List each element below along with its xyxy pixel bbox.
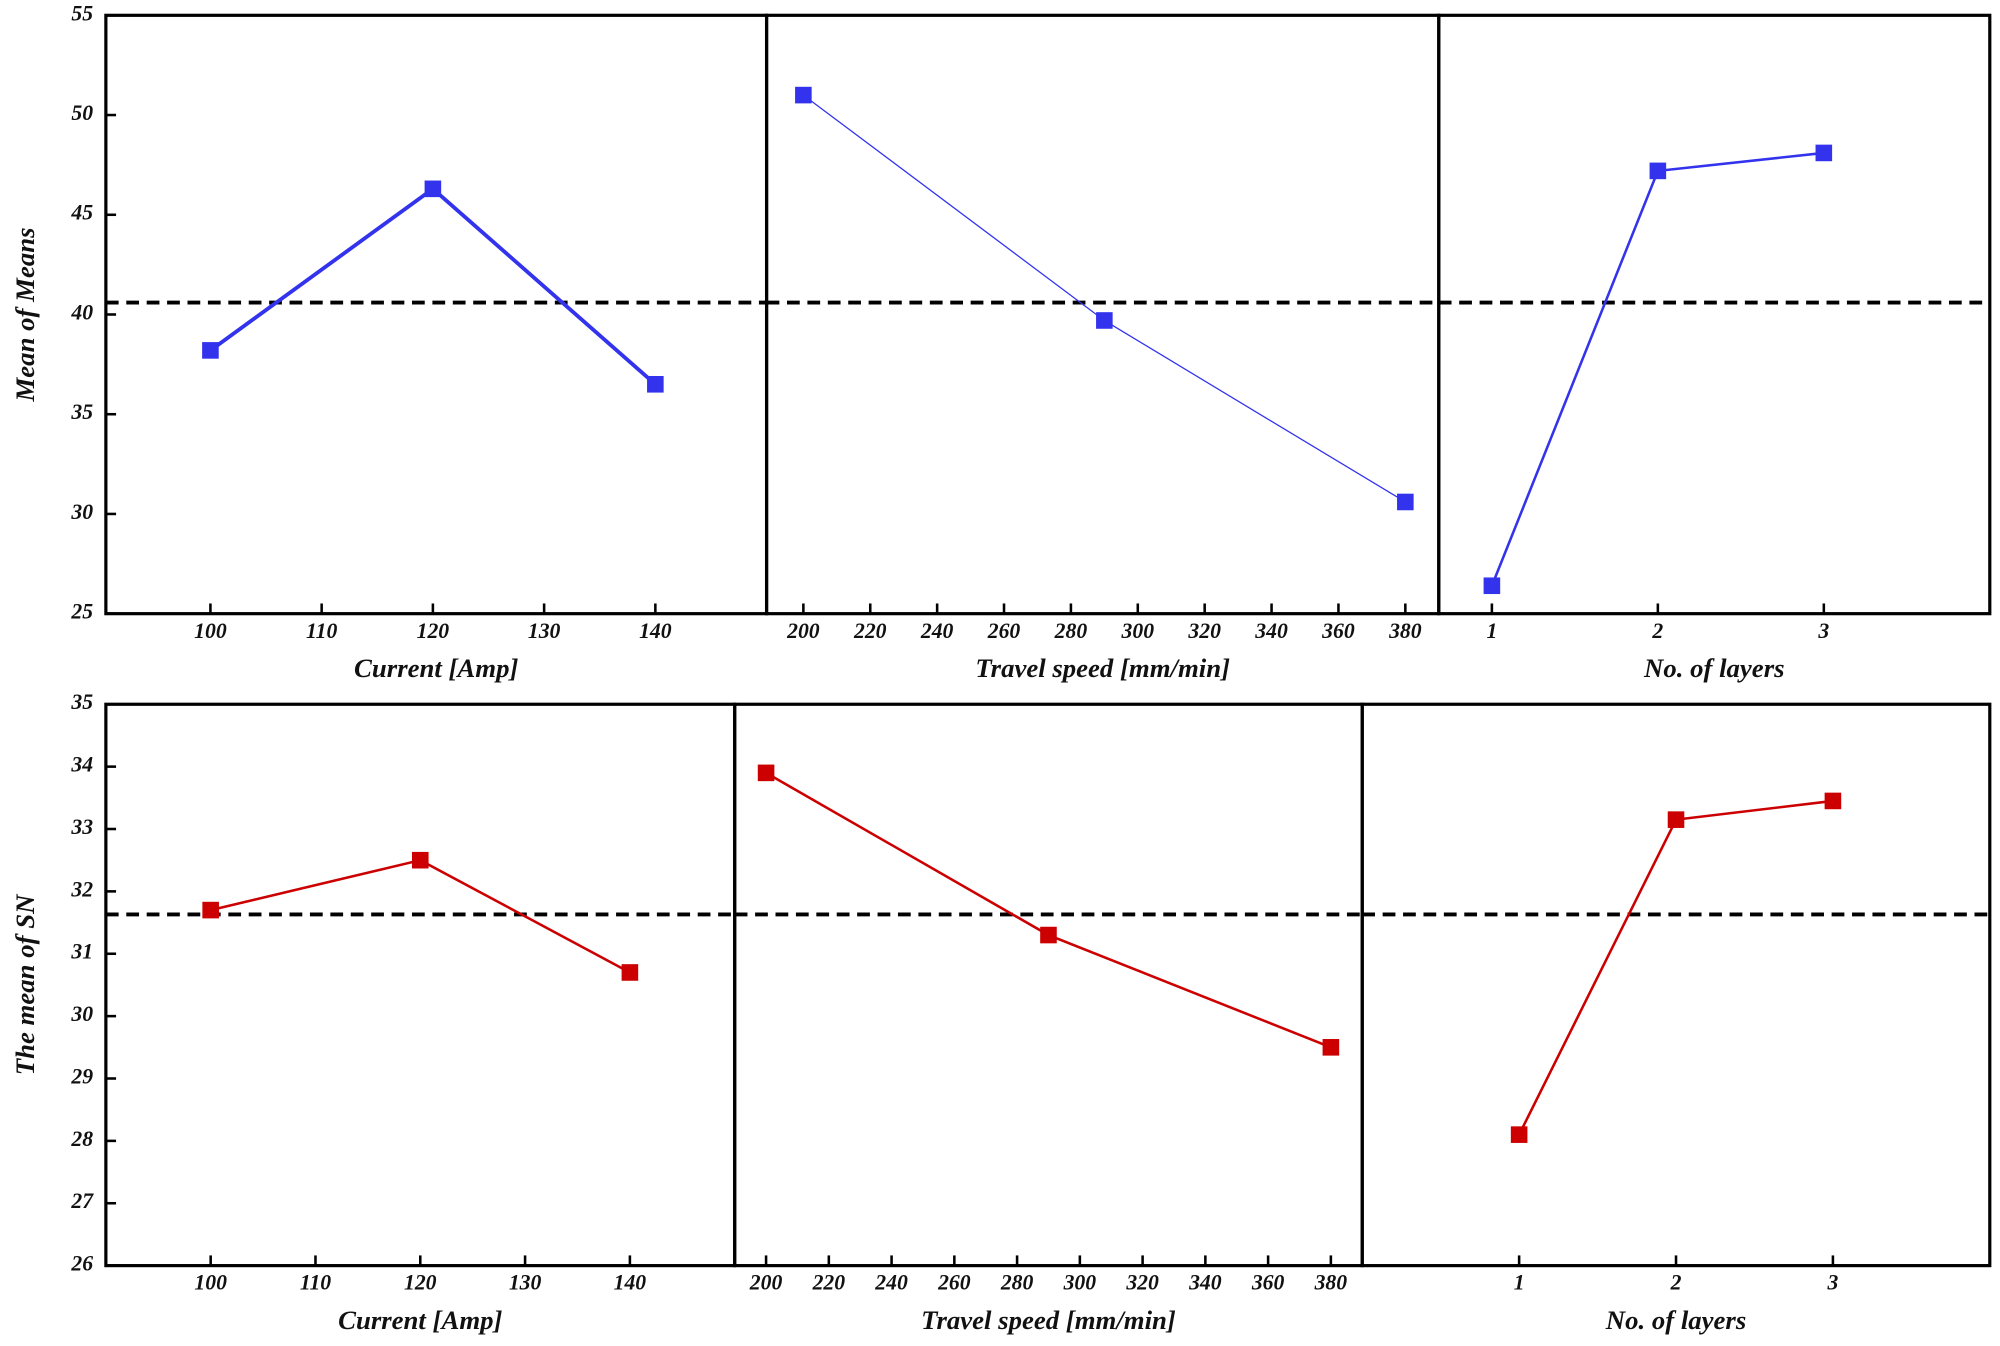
x-tick-label: 130 bbox=[509, 1271, 542, 1295]
panel-frame bbox=[735, 704, 1363, 1265]
marker bbox=[795, 87, 812, 104]
y-tick-label: 31 bbox=[70, 940, 93, 964]
marker bbox=[1511, 1126, 1528, 1143]
y-tick-label: 25 bbox=[70, 600, 93, 624]
x-tick-label: 3 bbox=[1826, 1271, 1838, 1295]
marker bbox=[202, 342, 219, 359]
marker bbox=[202, 902, 219, 919]
marker bbox=[1668, 811, 1685, 828]
x-tick-label: 3 bbox=[1817, 619, 1829, 643]
x-tick-label: 200 bbox=[786, 619, 820, 643]
x-tick-label: 240 bbox=[874, 1271, 908, 1295]
x-tick-label: 120 bbox=[417, 619, 450, 643]
x-tick-label: 1 bbox=[1514, 1271, 1525, 1295]
y-tick-label: 30 bbox=[70, 1002, 93, 1026]
panel-frame bbox=[1362, 704, 1990, 1265]
x-tick-label: 300 bbox=[1121, 619, 1155, 643]
x-tick-label: 320 bbox=[1125, 1271, 1159, 1295]
x-axis-label: Current [Amp] bbox=[354, 653, 518, 683]
x-tick-label: 1 bbox=[1486, 619, 1497, 643]
x-tick-label: 380 bbox=[1314, 1271, 1348, 1295]
x-tick-label: 120 bbox=[404, 1271, 437, 1295]
x-tick-label: 140 bbox=[639, 619, 672, 643]
x-tick-label: 220 bbox=[812, 1271, 846, 1295]
x-tick-label: 320 bbox=[1187, 619, 1221, 643]
marker bbox=[1096, 312, 1113, 329]
x-tick-label: 2 bbox=[1651, 619, 1663, 643]
x-tick-label: 360 bbox=[1321, 619, 1355, 643]
marker bbox=[1040, 927, 1057, 944]
series-line bbox=[766, 773, 1331, 1047]
series-line bbox=[1492, 153, 1824, 586]
marker bbox=[1816, 145, 1833, 162]
x-tick-label: 340 bbox=[1254, 619, 1288, 643]
marker bbox=[1650, 163, 1667, 180]
x-tick-label: 280 bbox=[1000, 1271, 1034, 1295]
x-tick-label: 100 bbox=[194, 619, 227, 643]
y-tick-label: 35 bbox=[70, 690, 93, 714]
marker bbox=[1323, 1039, 1340, 1056]
marker bbox=[647, 376, 664, 393]
y-tick-label: 50 bbox=[71, 101, 93, 125]
marker bbox=[412, 852, 429, 869]
x-axis-label: No. of layers bbox=[1605, 1305, 1746, 1335]
marker bbox=[425, 181, 442, 198]
x-tick-label: 240 bbox=[920, 619, 954, 643]
y-tick-label: 34 bbox=[70, 753, 93, 777]
x-tick-label: 110 bbox=[306, 619, 337, 643]
x-tick-label: 260 bbox=[937, 1271, 971, 1295]
x-axis-label: Travel speed [mm/min] bbox=[975, 653, 1230, 683]
marker bbox=[1484, 577, 1501, 594]
y-tick-label: 55 bbox=[71, 1, 93, 25]
panel-frame bbox=[1439, 15, 1990, 613]
panel-frame bbox=[106, 704, 735, 1265]
x-tick-label: 2 bbox=[1670, 1271, 1682, 1295]
y-tick-label: 30 bbox=[70, 500, 93, 524]
x-tick-label: 100 bbox=[194, 1271, 227, 1295]
x-tick-label: 340 bbox=[1188, 1271, 1222, 1295]
marker bbox=[758, 765, 775, 782]
x-tick-label: 130 bbox=[528, 619, 561, 643]
y-tick-label: 45 bbox=[70, 201, 93, 225]
y-tick-label: 26 bbox=[70, 1252, 93, 1276]
y-axis-label: Mean of Means bbox=[10, 227, 40, 402]
x-tick-label: 260 bbox=[987, 619, 1021, 643]
series-line bbox=[803, 95, 1405, 502]
x-axis-label: Current [Amp] bbox=[338, 1305, 502, 1335]
x-tick-label: 140 bbox=[614, 1271, 647, 1295]
x-tick-label: 280 bbox=[1054, 619, 1088, 643]
marker bbox=[1825, 793, 1842, 810]
series-line bbox=[210, 189, 655, 384]
y-tick-label: 29 bbox=[70, 1064, 93, 1088]
x-axis-label: Travel speed [mm/min] bbox=[921, 1305, 1176, 1335]
series-line bbox=[1519, 801, 1833, 1135]
panel-frame bbox=[106, 15, 767, 613]
marker bbox=[1397, 494, 1414, 511]
marker bbox=[622, 964, 639, 981]
x-axis-label: No. of layers bbox=[1643, 653, 1784, 683]
x-tick-label: 360 bbox=[1251, 1271, 1285, 1295]
y-tick-label: 27 bbox=[70, 1189, 94, 1213]
x-tick-label: 380 bbox=[1388, 619, 1422, 643]
x-tick-label: 220 bbox=[853, 619, 887, 643]
y-tick-label: 28 bbox=[70, 1127, 93, 1151]
y-axis-label: The mean of SN bbox=[10, 893, 40, 1075]
y-tick-label: 32 bbox=[70, 877, 93, 901]
x-tick-label: 200 bbox=[749, 1271, 783, 1295]
x-tick-label: 110 bbox=[300, 1271, 331, 1295]
y-tick-label: 40 bbox=[70, 300, 93, 324]
y-tick-label: 33 bbox=[70, 815, 93, 839]
y-tick-label: 35 bbox=[70, 400, 93, 424]
x-tick-label: 300 bbox=[1063, 1271, 1097, 1295]
